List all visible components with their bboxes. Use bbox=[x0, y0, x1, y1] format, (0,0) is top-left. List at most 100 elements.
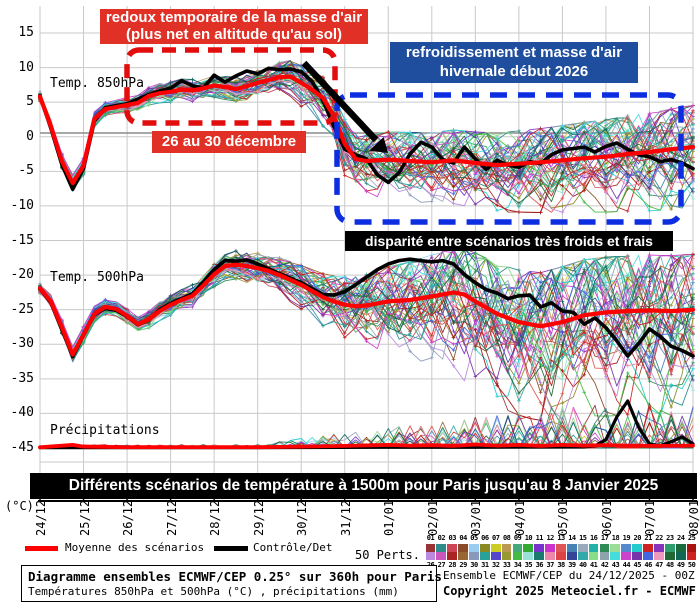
pert-number: 23 bbox=[666, 534, 674, 542]
x-tick-label: 26/12 bbox=[121, 499, 136, 536]
pert-number: 34 bbox=[513, 561, 522, 569]
pert-swatch bbox=[599, 552, 610, 561]
pert-swatch bbox=[556, 543, 566, 552]
perts-count-label: 50 Perts. bbox=[354, 548, 420, 562]
x-tick-label: 28/12 bbox=[208, 499, 223, 536]
unit-label: (°C) bbox=[5, 499, 34, 513]
pert-number: 32 bbox=[492, 561, 500, 569]
y-tick-label: 15 bbox=[18, 25, 34, 40]
pert-swatch bbox=[490, 552, 501, 561]
pert-number: 29 bbox=[459, 561, 467, 569]
pert-number: 19 bbox=[622, 534, 631, 542]
annotation-redoux-box: redoux temporaire de la masse d'air (plu… bbox=[100, 9, 368, 44]
pert-number: 27 bbox=[437, 561, 446, 569]
pert-swatch bbox=[534, 552, 545, 561]
legend-control-label: Contrôle/Det bbox=[253, 541, 333, 554]
pert-swatch bbox=[436, 543, 447, 552]
pert-swatch bbox=[664, 552, 675, 561]
y-tick-label: -40 bbox=[10, 405, 34, 421]
pert-swatch bbox=[534, 543, 545, 552]
annotation-cooling-line2: hivernale début 2026 bbox=[439, 63, 589, 80]
y-tick-label: 10 bbox=[18, 59, 34, 75]
x-tick-label: 30/12 bbox=[295, 499, 310, 536]
legend-mean-label: Moyenne des scénarios bbox=[65, 541, 205, 554]
footer-run-label: Ensemble ECMWF/CEP du 24/12/2025 - 00Z bbox=[443, 569, 695, 582]
pert-swatch bbox=[479, 552, 490, 561]
pert-number: 05 bbox=[470, 534, 478, 542]
y-tick-label: -5 bbox=[18, 163, 34, 179]
pert-number: 25 bbox=[687, 534, 696, 542]
pert-number: 38 bbox=[557, 561, 565, 569]
pert-swatch bbox=[523, 543, 534, 552]
pert-number: 02 bbox=[437, 534, 446, 542]
pert-swatch bbox=[599, 543, 610, 552]
arrow-shaft bbox=[301, 60, 379, 143]
pert-number: 33 bbox=[502, 561, 511, 569]
pert-number: 14 bbox=[568, 534, 576, 542]
pert-number: 45 bbox=[633, 561, 642, 569]
pert-swatch bbox=[425, 543, 436, 552]
label-temp-500: Temp. 500hPa bbox=[50, 270, 144, 285]
footer-model-line: Diagramme ensembles ECMWF/CEP 0.25° sur … bbox=[28, 569, 442, 584]
pert-swatch bbox=[512, 543, 523, 552]
pert-swatch bbox=[512, 552, 523, 561]
pert-swatch bbox=[577, 552, 588, 561]
pert-swatch bbox=[566, 543, 577, 552]
annotation-redoux-line2: (plus net en altitude qu'au sol) bbox=[125, 25, 343, 43]
y-tick-label: 5 bbox=[26, 94, 34, 110]
pert-number: 18 bbox=[611, 534, 620, 542]
y-tick-label: -45 bbox=[10, 440, 34, 455]
x-tick-label: 01/01 bbox=[382, 499, 397, 536]
pert-swatch bbox=[643, 552, 653, 561]
pert-swatch bbox=[556, 552, 566, 561]
pert-number: 31 bbox=[481, 561, 489, 569]
pert-swatch bbox=[653, 543, 664, 552]
pert-swatch bbox=[566, 552, 577, 561]
pert-number: 48 bbox=[666, 561, 674, 569]
pert-swatch bbox=[577, 543, 588, 552]
blue-dashed-box bbox=[334, 92, 684, 225]
arrow-head bbox=[369, 137, 388, 153]
pert-number: 49 bbox=[677, 561, 685, 569]
annotation-disparity: disparité entre scénarios très froids et… bbox=[345, 231, 673, 251]
pert-number: 04 bbox=[459, 534, 467, 542]
chart-title: Différents scénarios de température à 15… bbox=[30, 473, 697, 499]
pert-number: 12 bbox=[546, 534, 554, 542]
red-dashed-box bbox=[124, 47, 338, 126]
y-tick-label: -30 bbox=[10, 336, 34, 352]
pert-number: 46 bbox=[644, 561, 652, 569]
pert-swatch bbox=[501, 552, 512, 561]
pert-swatch bbox=[490, 543, 501, 552]
x-tick-label: 05/01 bbox=[556, 499, 571, 536]
pert-swatch bbox=[425, 552, 436, 561]
pert-swatch bbox=[621, 543, 632, 552]
x-tick-label: 27/12 bbox=[164, 499, 179, 536]
x-tick-label: 04/01 bbox=[512, 499, 527, 536]
pert-number: 01 bbox=[426, 534, 435, 542]
pert-swatch bbox=[621, 552, 632, 561]
pert-number: 36 bbox=[535, 561, 544, 569]
footer-variables-line: Températures 850hPa et 500hPa (°C) , pré… bbox=[28, 585, 399, 598]
y-tick-label: -35 bbox=[10, 370, 34, 386]
pert-number: 09 bbox=[513, 534, 522, 542]
pert-number: 13 bbox=[557, 534, 565, 542]
pert-swatch bbox=[523, 552, 534, 561]
pert-swatch bbox=[610, 552, 621, 561]
pert-number: 17 bbox=[600, 534, 609, 542]
pert-number: 16 bbox=[589, 534, 598, 542]
pert-number: 44 bbox=[622, 561, 631, 569]
pert-swatch bbox=[447, 552, 458, 561]
pert-number: 50 bbox=[687, 561, 696, 569]
pert-number: 11 bbox=[535, 534, 544, 542]
pert-number: 08 bbox=[502, 534, 511, 542]
pert-number: 43 bbox=[611, 561, 620, 569]
pert-number: 42 bbox=[600, 561, 609, 569]
y-tick-label: -25 bbox=[10, 301, 34, 317]
pert-swatch bbox=[479, 543, 490, 552]
x-tick-label: 03/01 bbox=[469, 499, 484, 536]
pert-swatch bbox=[686, 552, 697, 561]
pert-swatch bbox=[643, 543, 653, 552]
pert-number: 20 bbox=[633, 534, 642, 542]
pert-swatch bbox=[436, 552, 447, 561]
